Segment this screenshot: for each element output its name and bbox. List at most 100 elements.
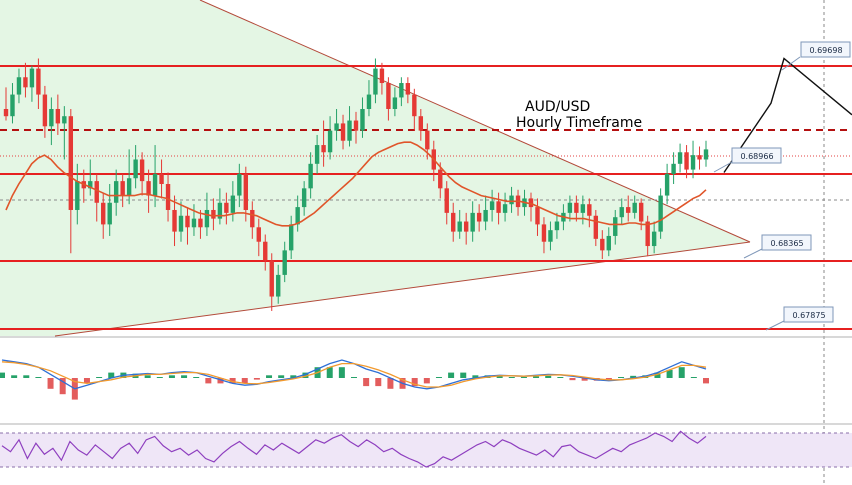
macd-histogram-bar bbox=[448, 372, 455, 378]
candle-body bbox=[120, 181, 125, 196]
macd-histogram-bar bbox=[96, 377, 103, 378]
macd-histogram-bar bbox=[618, 377, 625, 378]
candle-body bbox=[360, 108, 365, 131]
candle-body bbox=[703, 149, 709, 160]
candle-body bbox=[321, 145, 326, 153]
candle-body bbox=[198, 218, 203, 228]
macd-histogram-bar bbox=[533, 376, 540, 378]
candle-body bbox=[463, 221, 469, 232]
candle-body bbox=[211, 209, 216, 219]
callout-0-69698: 0.69698 bbox=[800, 41, 851, 58]
callout-leader-0-68365 bbox=[743, 248, 763, 259]
macd-histogram-bar bbox=[520, 377, 527, 378]
candle-body bbox=[16, 77, 22, 95]
candle-body bbox=[178, 215, 184, 232]
macd-histogram-bar bbox=[108, 372, 115, 378]
candle-body bbox=[288, 224, 294, 251]
candle-body bbox=[645, 221, 650, 247]
macd-histogram-bar bbox=[557, 377, 564, 378]
macd-histogram-bar bbox=[83, 378, 90, 384]
candle-body bbox=[263, 241, 268, 261]
callout-leader-0-67875 bbox=[765, 320, 785, 331]
candle-body bbox=[366, 94, 372, 109]
macd-histogram-bar bbox=[496, 376, 503, 378]
candle-body bbox=[269, 260, 274, 297]
candle-body bbox=[49, 108, 54, 127]
candle-body bbox=[327, 130, 333, 153]
candle-body bbox=[489, 201, 495, 210]
candle-body bbox=[29, 68, 35, 88]
macd-histogram-bar bbox=[387, 378, 394, 389]
callout-leader-0-68966 bbox=[713, 161, 733, 173]
macd-histogram-bar bbox=[241, 378, 248, 384]
candle-body bbox=[334, 123, 339, 131]
candle-body bbox=[386, 83, 391, 109]
candle-body bbox=[75, 181, 80, 210]
candle-body bbox=[567, 202, 573, 213]
candle-body bbox=[399, 83, 404, 98]
macd-histogram-bar bbox=[326, 367, 333, 378]
macd-histogram-bar bbox=[630, 375, 637, 378]
candle-body bbox=[68, 116, 74, 210]
candle-body bbox=[690, 155, 696, 170]
candle-body bbox=[230, 195, 236, 213]
candle-body bbox=[42, 94, 48, 127]
macd-histogram-bar bbox=[35, 377, 42, 378]
candle-body bbox=[658, 195, 663, 232]
callout-text-0-67875: 0.67875 bbox=[792, 311, 825, 320]
callout-0-68966: 0.68966 bbox=[731, 147, 782, 164]
moving-average-line bbox=[5, 141, 707, 227]
macd-histogram-bar bbox=[435, 377, 442, 378]
chart-title-line1: AUD/USD bbox=[525, 99, 590, 115]
candle-body bbox=[677, 152, 683, 164]
macd-histogram-bar bbox=[0, 372, 5, 378]
candle-body bbox=[619, 207, 624, 218]
candle-body bbox=[373, 68, 378, 95]
candle-body bbox=[224, 202, 229, 213]
macd-histogram-bar bbox=[363, 378, 370, 387]
callout-text-0-68365: 0.68365 bbox=[770, 239, 803, 248]
macd-histogram-bar bbox=[375, 378, 382, 387]
candle-body bbox=[574, 202, 579, 213]
macd-histogram-bar bbox=[508, 377, 515, 378]
candle-body bbox=[509, 195, 514, 205]
candle-body bbox=[451, 212, 456, 232]
candle-body bbox=[457, 221, 462, 232]
macd-histogram-bar bbox=[351, 377, 357, 378]
candle-body bbox=[535, 207, 540, 225]
candle-body bbox=[88, 181, 93, 189]
macd-histogram-bar bbox=[205, 378, 212, 384]
candle-body bbox=[392, 97, 398, 109]
macd-histogram-bar bbox=[47, 378, 54, 389]
macd-histogram-bar bbox=[472, 375, 479, 378]
candle-body bbox=[541, 224, 547, 242]
candle-body bbox=[301, 188, 307, 208]
macd-histogram-bar bbox=[338, 367, 345, 378]
macd-histogram-bar bbox=[703, 378, 709, 384]
candle-body bbox=[126, 178, 132, 196]
candle-body bbox=[113, 181, 119, 203]
macd-histogram-bar bbox=[23, 375, 30, 378]
candle-body bbox=[107, 202, 112, 225]
candle-body bbox=[664, 173, 670, 196]
macd-histogram-bar bbox=[690, 377, 697, 378]
macd-histogram-bar bbox=[156, 377, 163, 378]
candle-body bbox=[165, 184, 171, 210]
callout-leader-0-69698 bbox=[781, 56, 801, 71]
candle-body bbox=[282, 250, 287, 275]
callout-0-67875: 0.67875 bbox=[783, 306, 834, 323]
candle-body bbox=[353, 120, 359, 131]
callout-text-0-69698: 0.69698 bbox=[809, 46, 842, 55]
forecast-path bbox=[723, 57, 852, 173]
macd-histogram-bar bbox=[423, 378, 430, 384]
candle-body bbox=[470, 212, 475, 232]
candle-body bbox=[62, 116, 67, 124]
candle-body bbox=[340, 123, 346, 141]
candle-body bbox=[697, 155, 702, 160]
candle-body bbox=[133, 159, 138, 179]
triangle-upper-trendline bbox=[199, 0, 751, 243]
triangle-pattern-fill bbox=[0, 0, 750, 336]
candle-body bbox=[593, 215, 599, 239]
candle-body bbox=[36, 68, 41, 95]
macd-histogram-bar bbox=[545, 375, 552, 378]
